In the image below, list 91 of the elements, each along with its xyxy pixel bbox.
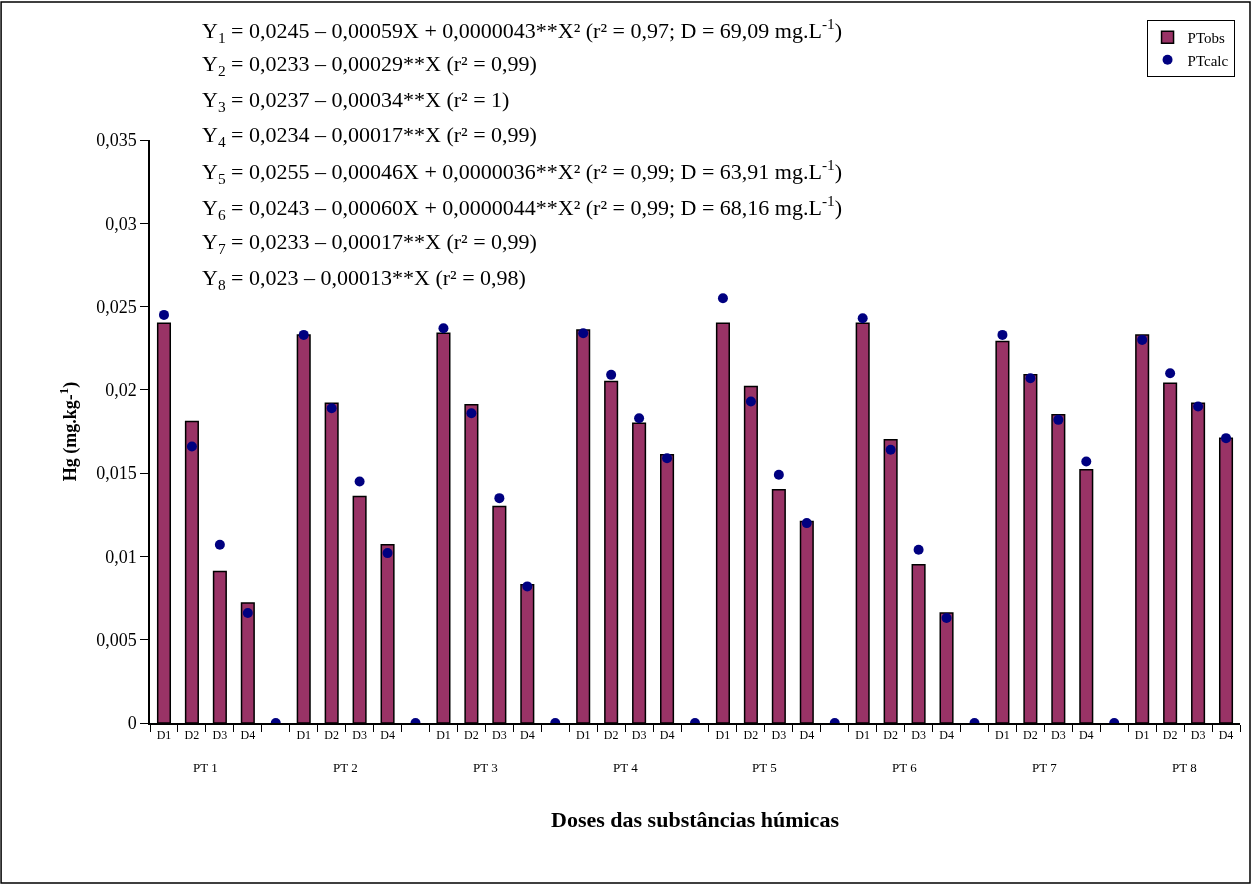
point — [354, 476, 365, 487]
point — [438, 323, 449, 334]
text: Y$_{3}$ = 0,0237 – 0,00034**X (r² = 1) — [202, 87, 510, 115]
point — [1165, 368, 1176, 379]
x-tick-label: D3 — [212, 728, 228, 743]
point — [857, 313, 868, 324]
x-tick-label: D2 — [464, 728, 479, 743]
x-tick-label: D1 — [296, 728, 312, 743]
legend-label: PTcalc — [1187, 52, 1229, 69]
text: Y$_{1}$ = 0,0245 – 0,00059X + 0,0000043**X² (r² = 0,97; D = 69,09 mg.L$^{-1}$) — [202, 15, 843, 46]
point — [1025, 373, 1036, 384]
y-tick-label: 0,025 — [96, 296, 137, 317]
annotation: Y$_{4}$ = 0,0234 – 0,00017**X (r² = 0,99) — [202, 122, 537, 150]
x-tick-label: D2 — [1023, 728, 1038, 743]
point — [494, 493, 505, 504]
x-tick-label: D2 — [184, 728, 200, 743]
point — [1137, 334, 1148, 345]
x-tick-label: D2 — [1162, 728, 1178, 743]
x-tick-label: D4 — [240, 728, 256, 743]
x-tick-label: D1 — [575, 728, 591, 743]
point — [1053, 414, 1064, 425]
point — [885, 444, 896, 455]
y-tick-label: 0,03 — [105, 213, 137, 234]
point — [1081, 456, 1092, 467]
legend-label: PTobs — [1187, 30, 1226, 47]
annotation: Y$_{5}$ = 0,0255 – 0,00046X + 0,0000036**X² (r² = 0,99; D = 63,91 mg.L$^{-1}$) — [202, 156, 843, 187]
point — [1193, 401, 1204, 412]
y-tick-label: 0 — [127, 713, 137, 734]
y-tick-label: 0,02 — [105, 380, 137, 401]
annotation: Y$_{8}$ = 0,023 – 0,00013**X (r² = 0,98) — [202, 265, 526, 293]
point — [801, 518, 812, 529]
annotation: Y$_{6}$ = 0,0243 – 0,00060X + 0,0000044**X² (r² = 0,99; D = 68,16 mg.L$^{-1}$) — [202, 192, 843, 223]
x-tick-label: D3 — [631, 728, 647, 743]
x-tick-label: D1 — [995, 728, 1010, 743]
x-tick-label: D3 — [771, 728, 787, 743]
point — [717, 293, 728, 304]
point — [1221, 433, 1232, 444]
x-tick-label: D1 — [715, 728, 731, 743]
x-tick-label: D3 — [492, 728, 507, 743]
x-tick-label: D2 — [743, 728, 759, 743]
text: PT 5 — [752, 760, 777, 775]
point — [634, 413, 645, 424]
x-tick-label: D1 — [1134, 728, 1150, 743]
point — [242, 608, 253, 619]
text: PT 2 — [333, 760, 358, 775]
text: PT 4 — [613, 760, 639, 775]
point — [606, 369, 617, 380]
x-tick-label: D2 — [324, 728, 340, 743]
point — [522, 581, 533, 592]
x-tick-label: D2 — [603, 728, 619, 743]
x-tick-label: D1 — [855, 728, 871, 743]
point — [466, 408, 477, 419]
point — [913, 544, 924, 555]
y-tick-label: 0,035 — [96, 130, 137, 151]
point — [186, 441, 197, 452]
point — [214, 539, 225, 550]
point — [298, 329, 309, 340]
text: PT 8 — [1172, 760, 1197, 775]
point — [773, 469, 784, 480]
y-tick-label: 0,01 — [105, 546, 137, 567]
x-axis-title: Doses das substâncias húmicas — [551, 806, 840, 832]
y-tick-label: 0,015 — [96, 463, 137, 484]
x-tick-label: D1 — [156, 728, 172, 743]
point — [745, 396, 756, 407]
x-tick-label: D4 — [1218, 728, 1234, 743]
x-tick-label: D4 — [939, 728, 954, 743]
text: Y$_{2}$ = 0,0233 – 0,00029**X (r² = 0,99) — [202, 51, 537, 79]
x-tick-label: D4 — [659, 728, 675, 743]
point — [941, 613, 952, 624]
x-tick-label: D3 — [1190, 728, 1206, 743]
text: PT 6 — [892, 760, 918, 775]
x-tick-label: D4 — [380, 728, 395, 743]
x-tick-label: D3 — [352, 728, 367, 743]
x-tick-label: D4 — [519, 728, 535, 743]
x-tick-label: D1 — [436, 728, 451, 743]
point — [578, 328, 589, 339]
point — [997, 329, 1008, 340]
annotation: Y$_{7}$ = 0,0233 – 0,00017**X (r² = 0,99) — [202, 229, 537, 257]
x-tick-label: D2 — [883, 728, 898, 743]
y-tick-label: 0,005 — [96, 630, 137, 651]
text: PT 1 — [193, 760, 218, 775]
x-tick-label: D4 — [799, 728, 815, 743]
x-tick-label: D3 — [1050, 728, 1066, 743]
text: PT 7 — [1032, 760, 1058, 775]
point — [662, 453, 673, 464]
text: PT 3 — [473, 760, 498, 775]
point — [158, 309, 169, 320]
point — [326, 403, 337, 414]
x-tick-label: D4 — [1078, 728, 1094, 743]
x-tick-label: D3 — [911, 728, 926, 743]
point — [382, 548, 393, 559]
